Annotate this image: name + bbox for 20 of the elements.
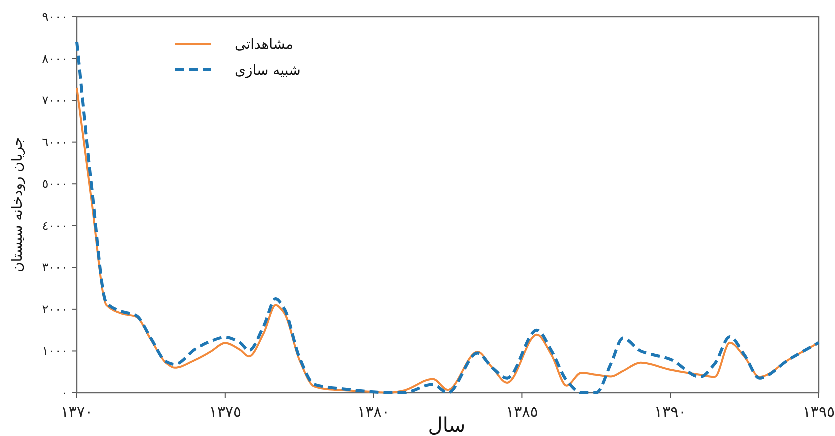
- y-tick-label: ٨٠٠٠: [42, 52, 68, 66]
- y-tick-label: ٤٠٠٠: [42, 218, 68, 233]
- y-tick-label: ٢٠٠٠: [42, 302, 68, 316]
- x-tick-label: ١٣٩٥: [802, 403, 835, 421]
- x-tick-label: ١٣٨٥: [506, 403, 538, 421]
- y-tick-label: ٣٠٠٠: [42, 260, 68, 275]
- x-tick-label: ١٣٧٥: [209, 403, 242, 421]
- y-tick-label: ٠: [62, 386, 68, 400]
- y-tick-label: ٦٠٠٠: [42, 135, 68, 150]
- y-tick-label: ٥٠٠٠: [42, 177, 68, 192]
- legend-label: شبیه سازی: [235, 63, 301, 79]
- x-axis-title: سال: [428, 413, 466, 436]
- y-axis-title: جریان رودخانه سیستان: [10, 137, 26, 273]
- y-tick-label: ١٠٠٠: [42, 344, 68, 358]
- y-tick-label: ٧٠٠٠: [42, 94, 68, 108]
- x-tick-label: ١٣٩٠: [654, 403, 687, 421]
- y-tick-label: ٩٠٠٠: [42, 10, 68, 24]
- x-tick-label: ١٣٨٠: [358, 403, 390, 421]
- x-tick-label: ١٣٧٠: [60, 403, 94, 421]
- legend-label: مشاهداتی: [235, 37, 294, 53]
